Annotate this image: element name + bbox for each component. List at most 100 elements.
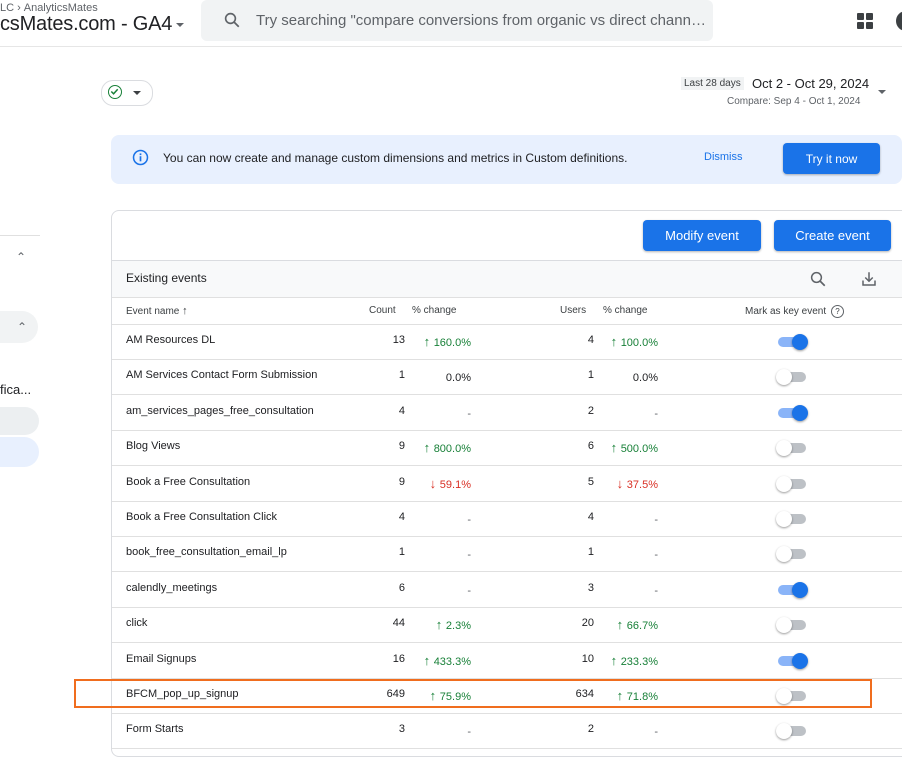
arrow-up-icon: ↑ (435, 617, 446, 633)
users-cell: 1 (587, 546, 594, 559)
event-name-cell[interactable]: click (126, 617, 148, 630)
key-event-toggle[interactable] (776, 475, 806, 492)
event-name-cell[interactable]: book_free_consultation_email_lp (126, 546, 287, 559)
column-header-users-change[interactable]: % change (603, 305, 648, 316)
column-header-count[interactable]: Count (369, 305, 396, 316)
toggle-knob (792, 334, 808, 350)
nav-item[interactable] (0, 407, 39, 435)
arrow-up-icon: ↑ (423, 440, 434, 456)
left-nav: ⌃ ⌃ fica... (0, 47, 40, 745)
column-header-event-name[interactable]: Event name ↑ (126, 305, 188, 317)
caret-down-icon[interactable] (878, 90, 886, 94)
nav-item-selected[interactable] (0, 437, 39, 467)
arrow-down-icon: ↓ (616, 475, 627, 491)
toggle-knob (776, 440, 792, 457)
arrow-up-icon: ↑ (610, 334, 621, 349)
event-name-cell[interactable]: am_services_pages_free_consultation (126, 404, 314, 417)
table-row[interactable]: Form Starts 3 - 2 - (112, 713, 902, 750)
modify-event-button[interactable]: Modify event (643, 220, 761, 251)
date-range[interactable]: Oct 2 - Oct 29, 2024 (752, 76, 870, 91)
event-name-cell[interactable]: Blog Views (126, 440, 181, 453)
column-header-count-change[interactable]: % change (412, 305, 457, 316)
count-cell: 3 (398, 723, 405, 736)
toggle-track (778, 691, 806, 701)
chevron-up-icon[interactable]: ⌃ (17, 320, 28, 334)
key-event-toggle[interactable] (778, 334, 808, 350)
users-change-cell: ↑ 233.3% (610, 652, 658, 668)
try-it-now-button[interactable]: Try it now (783, 143, 880, 174)
create-event-button[interactable]: Create event (774, 220, 891, 251)
users-change-cell: - (654, 514, 658, 526)
search-bar[interactable]: Try searching "compare conversions from … (201, 0, 713, 41)
help-icon[interactable]: ? (830, 305, 844, 318)
apps-grid-icon[interactable] (857, 13, 873, 29)
banner-message: You can now create and manage custom dim… (163, 151, 628, 165)
download-icon[interactable] (860, 270, 878, 288)
count-cell: 4 (398, 404, 405, 417)
date-compare[interactable]: Compare: Sep 4 - Oct 1, 2024 (727, 96, 861, 107)
count-change-cell: 0.0% (445, 372, 471, 385)
toggle-knob (792, 404, 808, 421)
table-row[interactable]: Blog Views 9 ↑ 800.0% 6 ↑ 500.0% (112, 430, 902, 467)
event-name-cell[interactable]: Book a Free Consultation Click (126, 511, 278, 523)
users-cell: 4 (587, 334, 594, 346)
key-event-toggle[interactable] (776, 511, 806, 527)
key-event-toggle[interactable] (776, 723, 806, 740)
toggle-track (778, 620, 806, 631)
table-row[interactable]: am_services_pages_free_consultation 4 - 2 - (112, 395, 902, 431)
key-event-toggle[interactable] (776, 546, 806, 563)
dismiss-button[interactable]: Dismiss (704, 151, 743, 163)
event-name-cell[interactable]: Email Signups (126, 652, 197, 665)
info-banner: You can now create and manage custom dim… (111, 135, 902, 184)
key-event-toggle[interactable] (778, 581, 808, 598)
table-row[interactable]: BFCM_pop_up_signup 649 ↑ 75.9% 634 ↑ 71.8% (112, 678, 902, 714)
key-event-toggle[interactable] (778, 652, 808, 669)
table-row[interactable]: Book a Free Consultation 9 ↓ 59.1% 5 ↓ 37.5% (112, 466, 902, 502)
toggle-track (778, 726, 806, 737)
key-event-toggle[interactable] (776, 688, 806, 704)
breadcrumb-item[interactable]: AnalyticsMates (23, 2, 98, 14)
check-circle-icon (108, 85, 122, 99)
nav-item-label[interactable]: fica... (0, 382, 32, 397)
users-change-cell: - (654, 407, 658, 420)
table-row[interactable]: book_free_consultation_email_lp 1 - 1 - (112, 536, 902, 573)
event-name-cell[interactable]: Form Starts (126, 723, 184, 736)
event-name-cell[interactable]: AM Resources DL (126, 334, 216, 346)
search-input[interactable]: Try searching "compare conversions from … (256, 12, 708, 29)
key-event-toggle[interactable] (776, 440, 806, 457)
event-name-cell[interactable]: BFCM_pop_up_signup (126, 688, 239, 700)
count-cell: 13 (392, 334, 405, 346)
event-name-cell[interactable]: Book a Free Consultation (126, 475, 251, 488)
property-name[interactable]: csMates.com - GA4 (0, 13, 173, 35)
breadcrumb-item[interactable]: LC (0, 2, 15, 14)
users-change-cell: ↑ 66.7% (616, 617, 658, 633)
arrow-up-icon: ↑ (610, 652, 621, 668)
property-selector[interactable]: csMates.com - GA4 (0, 13, 185, 36)
table-toolbar: Existing events (112, 260, 902, 297)
table-row[interactable]: calendly_meetings 6 - 3 - (112, 572, 902, 608)
event-name-cell[interactable]: calendly_meetings (126, 581, 218, 594)
table-row[interactable]: click 44 ↑ 2.3% 20 ↑ 66.7% (112, 607, 902, 644)
account-avatar[interactable] (896, 11, 902, 31)
event-name-cell[interactable]: AM Services Contact Form Submission (126, 369, 318, 382)
users-cell: 10 (581, 652, 594, 665)
key-event-toggle[interactable] (776, 369, 806, 386)
breadcrumb[interactable]: LC › AnalyticsMates (0, 2, 98, 14)
column-header-users[interactable]: Users (560, 305, 587, 316)
users-cell: 3 (587, 581, 594, 594)
count-change-cell: ↑ 2.3% (435, 617, 471, 633)
key-event-toggle[interactable] (776, 617, 806, 634)
caret-down-icon[interactable] (176, 22, 185, 27)
table-row[interactable]: Email Signups 16 ↑ 433.3% 10 ↑ 233.3% (112, 643, 902, 679)
count-cell: 9 (398, 440, 405, 453)
table-row[interactable]: AM Resources DL 13 ↑ 160.0% 4 ↑ 100.0% (112, 324, 902, 360)
table-row[interactable]: AM Services Contact Form Submission 1 0.0%… (112, 359, 902, 396)
table-row[interactable]: Book a Free Consultation Click 4 - 4 - (112, 501, 902, 537)
status-chip[interactable] (101, 80, 153, 106)
date-preset-badge[interactable]: Last 28 days (681, 77, 744, 90)
key-event-toggle[interactable] (778, 404, 808, 421)
nav-section-toggle[interactable] (0, 311, 38, 343)
search-icon[interactable] (809, 270, 827, 288)
arrow-up-icon: ↑ (423, 652, 434, 668)
chevron-up-icon[interactable]: ⌃ (16, 250, 27, 264)
